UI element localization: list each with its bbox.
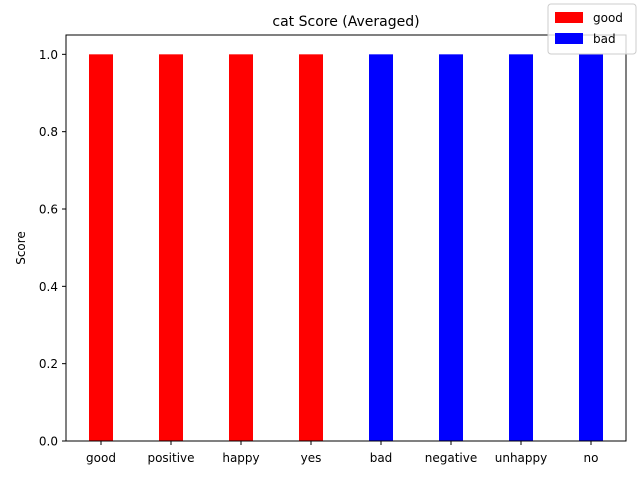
bar-no	[579, 54, 603, 441]
y-tick-label: 0.6	[39, 203, 58, 217]
bar-bad	[369, 54, 393, 441]
bar-group	[89, 54, 603, 441]
x-tick-label: no	[584, 451, 599, 465]
bar-unhappy	[509, 54, 533, 441]
y-tick-label: 0.2	[39, 357, 58, 371]
x-tick-label: happy	[222, 451, 259, 465]
x-tick-label: positive	[147, 451, 194, 465]
chart-title: cat Score (Averaged)	[272, 14, 419, 30]
x-tick-label: bad	[370, 451, 393, 465]
legend-swatch-good	[555, 12, 583, 23]
legend-label-good: good	[593, 11, 623, 25]
y-tick-label: 1.0	[39, 48, 58, 62]
bar-positive	[159, 54, 183, 441]
x-tick-label: yes	[301, 451, 322, 465]
legend: good bad	[547, 3, 637, 55]
x-axis-ticks: good positive happy yes bad negative unhappy no	[86, 441, 598, 465]
bar-negative	[439, 54, 463, 441]
legend-swatch-bad	[555, 33, 583, 44]
x-tick-label: negative	[425, 451, 477, 465]
bar-happy	[229, 54, 253, 441]
legend-label-bad: bad	[593, 32, 616, 46]
y-tick-label: 0.4	[39, 280, 58, 294]
y-tick-label: 0.0	[39, 435, 58, 449]
bar-good	[89, 54, 113, 441]
y-axis-ticks: 0.0 0.2 0.4 0.6 0.8 1.0	[39, 48, 66, 449]
x-tick-label: good	[86, 451, 116, 465]
plot-frame	[65, 34, 627, 442]
bar-yes	[299, 54, 323, 441]
x-tick-label: unhappy	[495, 451, 548, 465]
y-axis-label: Score	[14, 231, 28, 265]
y-tick-label: 0.8	[39, 125, 58, 139]
